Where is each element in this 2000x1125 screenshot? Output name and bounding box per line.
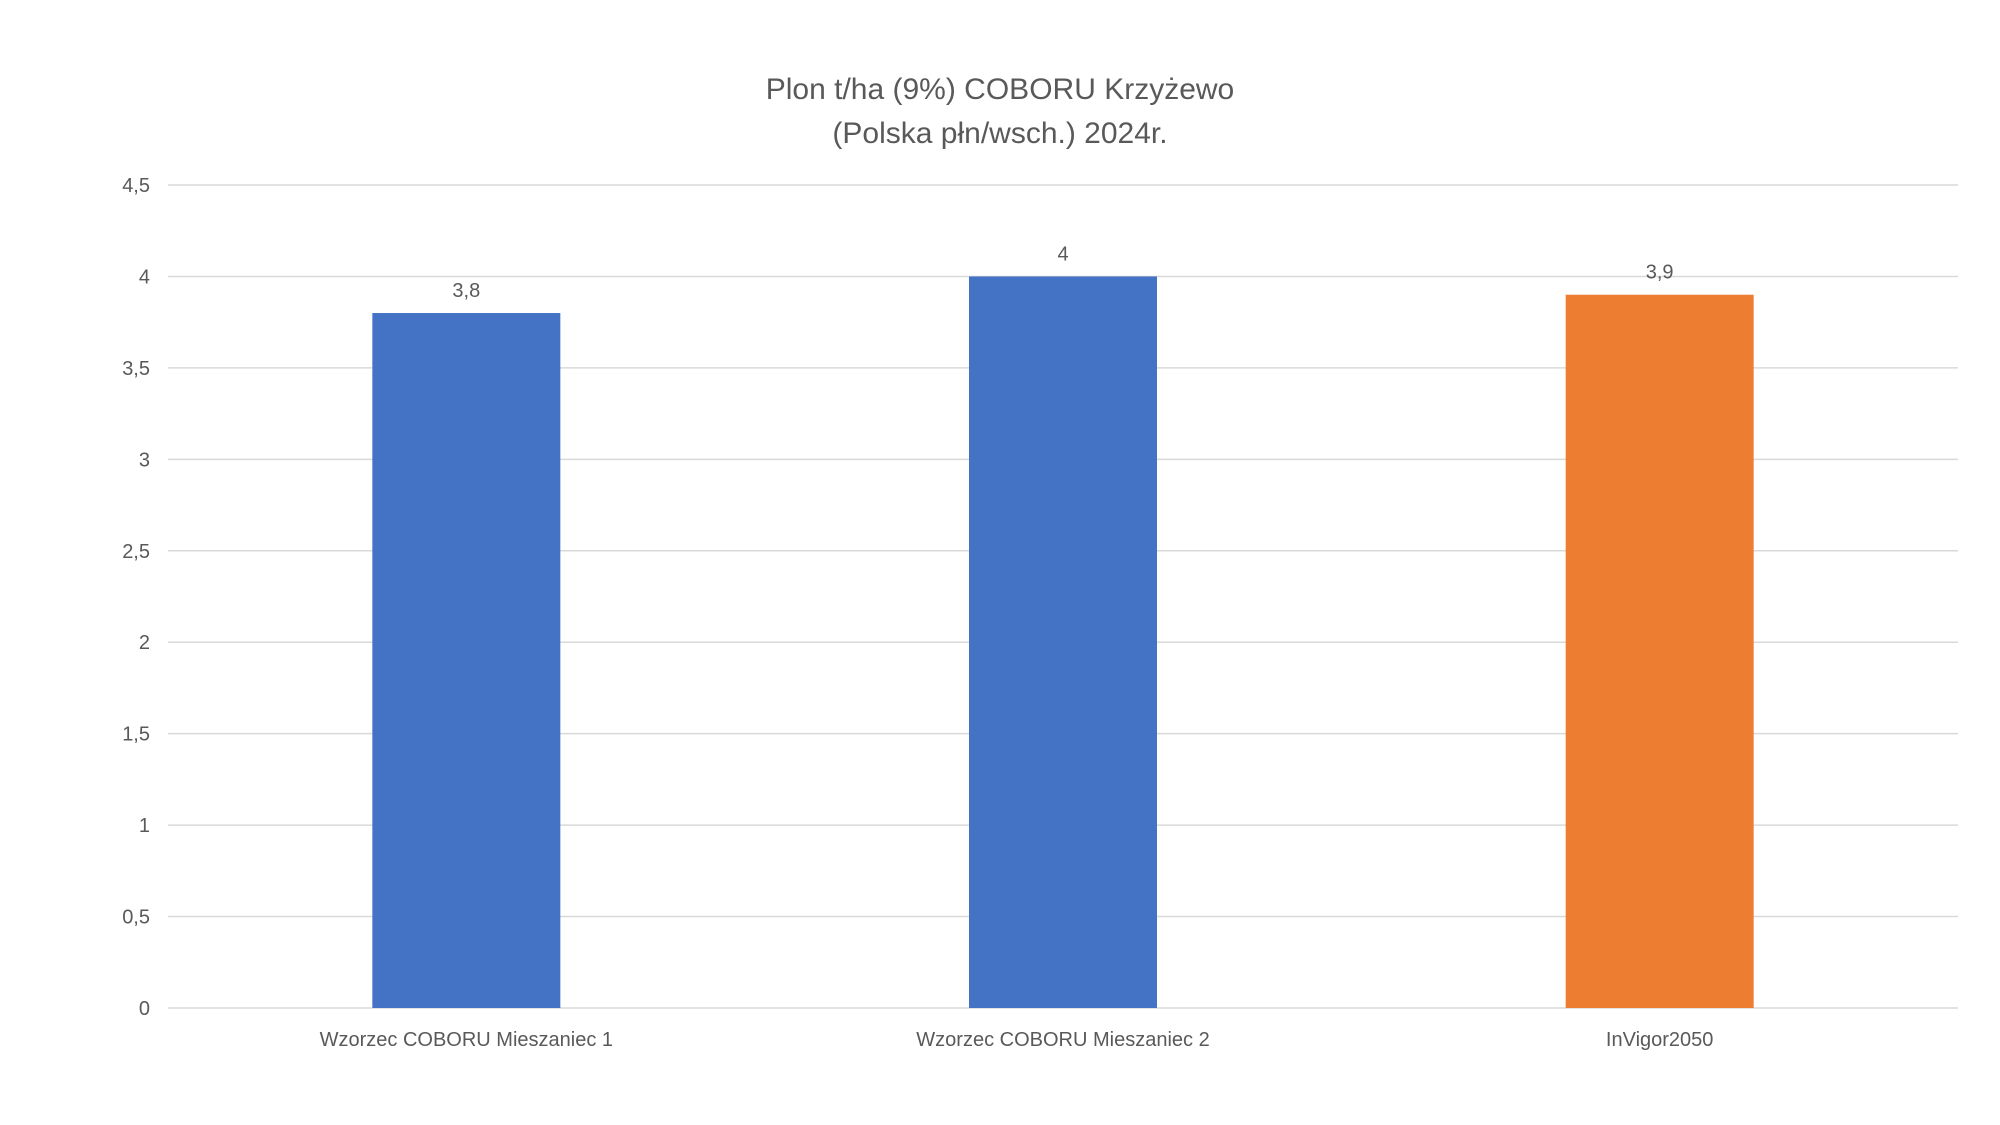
- chart-title-line-1: Plon t/ha (9%) COBORU Krzyżewo: [765, 73, 1235, 106]
- y-tick-label: 4: [139, 266, 150, 288]
- y-tick-label: 1: [139, 815, 150, 837]
- chart-title-line-2: (Polska płn/wsch.) 2024r.: [832, 117, 1168, 150]
- bar: [969, 276, 1157, 1008]
- y-tick-label: 1,5: [122, 724, 150, 746]
- x-tick-label: Wzorzec COBORU Mieszaniec 2: [916, 1029, 1209, 1051]
- data-label: 3,8: [452, 280, 480, 302]
- y-tick-label: 4,5: [122, 175, 150, 197]
- y-tick-label: 3,5: [122, 358, 150, 380]
- y-tick-label: 3: [139, 449, 150, 471]
- y-tick-label: 2,5: [122, 541, 150, 563]
- y-tick-label: 2: [139, 632, 150, 654]
- bar: [372, 313, 561, 1008]
- data-label: 4: [1057, 243, 1068, 265]
- bar: [1565, 294, 1754, 1008]
- x-tick-label: Wzorzec COBORU Mieszaniec 1: [320, 1029, 613, 1051]
- x-tick-label: InVigor2050: [1606, 1029, 1714, 1051]
- y-tick-label: 0: [139, 998, 150, 1020]
- y-tick-label: 0,5: [122, 907, 150, 929]
- data-label: 3,9: [1646, 262, 1674, 284]
